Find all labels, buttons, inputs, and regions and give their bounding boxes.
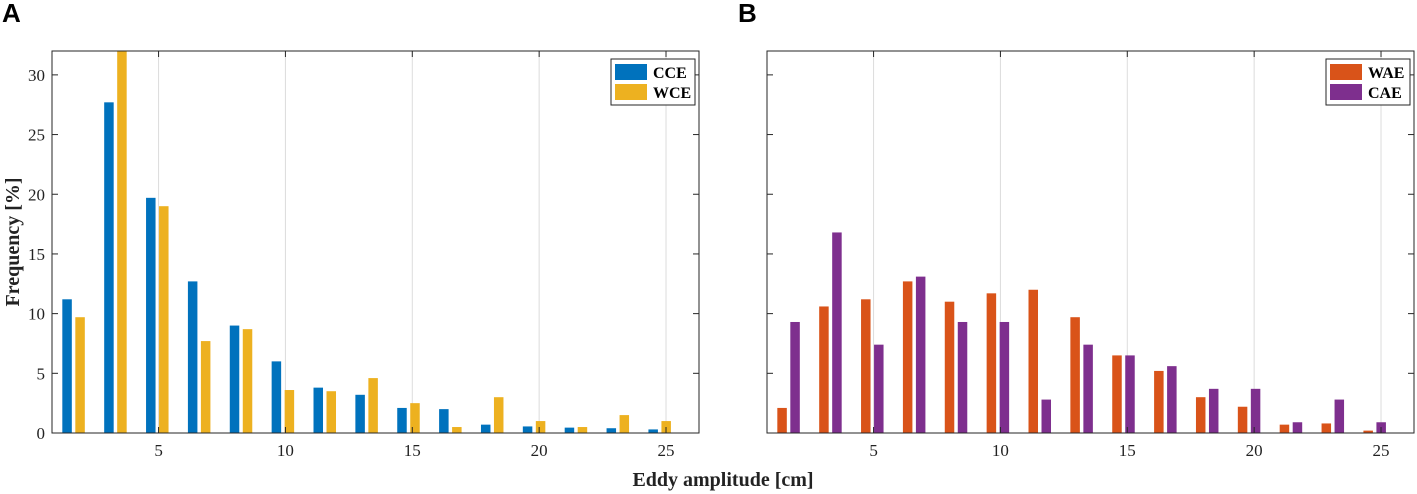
y-tick-label: 15 [28, 245, 45, 264]
panel-a: A 5 10 15 20 25 0 5 10 15 20 25 30 CCE WCE [2, 0, 700, 460]
y-tick-label: 10 [28, 305, 45, 324]
bar-wae [1363, 430, 1373, 433]
bar-wce [242, 329, 253, 433]
bar-cce [564, 427, 575, 433]
bar-cae [832, 232, 842, 433]
bar-wae [819, 306, 829, 433]
bar-cce [313, 387, 324, 433]
bar-wce [117, 51, 127, 433]
y-tick-label: 20 [28, 185, 45, 204]
bar-wce [200, 341, 211, 433]
bar-wce [368, 378, 378, 433]
y-tick-label: 25 [28, 126, 45, 145]
legend-label-cae: CAE [1368, 85, 1402, 102]
bar-wce [452, 427, 462, 433]
bar-wce [284, 390, 295, 433]
legend-swatch-wae [1330, 64, 1362, 80]
bar-wae [1237, 406, 1248, 433]
bar-cae [1125, 355, 1135, 433]
bar-cce [104, 102, 114, 434]
bar-wae [1279, 424, 1290, 433]
bar-wce [619, 415, 630, 433]
bar-wae [986, 293, 997, 433]
legend-swatch-wce [615, 84, 647, 100]
legend-label-wae: WAE [1368, 65, 1404, 82]
bar-cae [999, 321, 1010, 433]
legend-swatch-cce [615, 64, 647, 80]
y-tick-label: 30 [28, 66, 45, 85]
panel-a-legend: CCE WCE [610, 58, 696, 106]
panel-b-label: B [738, 0, 757, 28]
bar-cae [874, 344, 884, 433]
bar-cae [1208, 388, 1219, 433]
bar-wce [326, 391, 337, 433]
x-tick-label: 20 [1246, 441, 1263, 460]
bar-wce [75, 317, 85, 433]
bar-cce [397, 407, 407, 433]
y-axis-title: Frequency [%] [2, 177, 24, 306]
bar-wae [1112, 355, 1122, 433]
legend-label-cce: CCE [653, 65, 687, 82]
bar-wae [861, 299, 871, 433]
x-tick-label: 20 [531, 441, 548, 460]
x-tick-label: 10 [277, 441, 294, 460]
legend-label-wce: WCE [653, 85, 691, 102]
bar-cae [1083, 344, 1093, 433]
y-tick-label: 5 [37, 364, 46, 383]
bar-cae [1167, 366, 1177, 433]
bar-cae [790, 321, 800, 433]
bar-wae [1195, 397, 1206, 433]
bar-wae [944, 301, 955, 433]
x-tick-label: 25 [1373, 441, 1390, 460]
bar-wae [777, 407, 787, 433]
x-axis-title: Eddy amplitude [cm] [632, 469, 813, 491]
legend-swatch-cae [1330, 84, 1362, 100]
panel-b-plot-frame [766, 50, 1415, 434]
bar-cce [146, 197, 156, 433]
panel-a-plot-frame [51, 50, 700, 434]
bar-cae [1334, 399, 1345, 433]
bar-cce [187, 281, 198, 433]
bar-wae [1321, 423, 1332, 433]
bar-cce [522, 426, 533, 433]
bar-cae [957, 321, 968, 433]
x-tick-label: 25 [658, 441, 675, 460]
bar-wae [1028, 289, 1039, 433]
bar-cce [355, 394, 365, 433]
bar-cae [1041, 399, 1052, 433]
bar-cae [1250, 388, 1261, 433]
panel-b-legend: WAE CAE [1325, 58, 1411, 106]
bar-wce [493, 397, 504, 433]
bar-wce [535, 421, 546, 433]
bar-wce [159, 206, 169, 433]
x-tick-label: 5 [154, 441, 163, 460]
bar-cce [62, 299, 72, 433]
bar-wce [410, 403, 420, 433]
bar-cce [229, 325, 240, 433]
x-tick-label: 15 [404, 441, 421, 460]
bar-cce [480, 424, 491, 433]
bar-cce [606, 428, 617, 433]
y-tick-label: 0 [37, 424, 46, 443]
panel-a-label: A [2, 0, 21, 28]
bar-cae [915, 276, 926, 433]
x-tick-label: 15 [1119, 441, 1136, 460]
panel-b: B 5 10 15 20 25 WAE CAE [738, 0, 1415, 460]
bar-cae [1292, 422, 1303, 433]
bar-wae [902, 281, 913, 433]
bar-wce [577, 427, 588, 433]
bar-cce [271, 361, 282, 433]
bar-wae [1070, 317, 1080, 433]
x-tick-label: 5 [869, 441, 878, 460]
bar-cce [439, 409, 449, 433]
x-tick-label: 10 [992, 441, 1009, 460]
bar-cce [648, 429, 658, 433]
bar-wae [1154, 370, 1164, 433]
